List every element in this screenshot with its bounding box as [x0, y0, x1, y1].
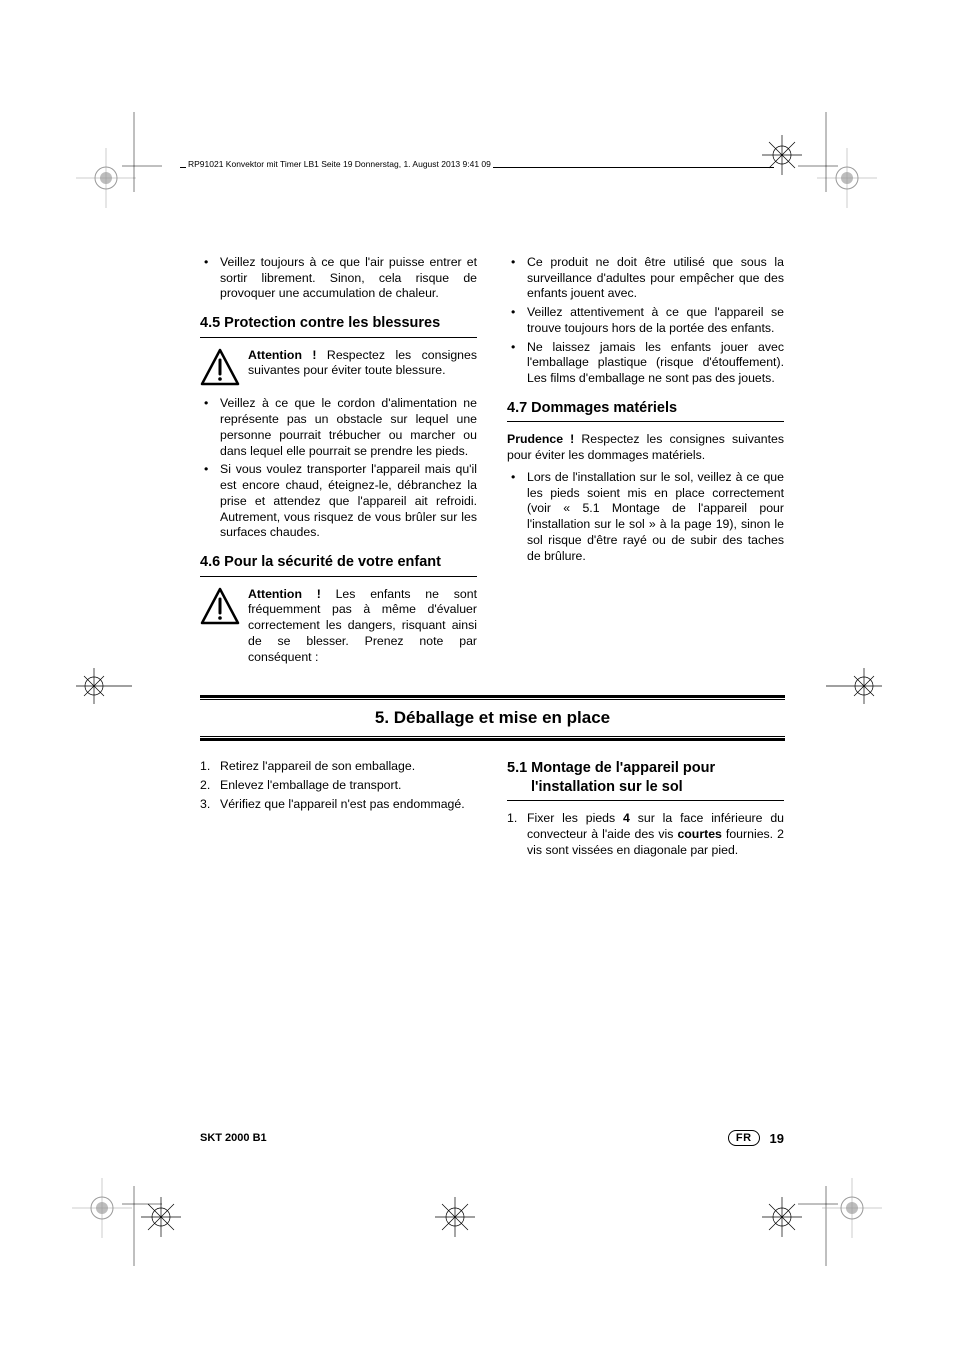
page-footer: SKT 2000 B1 FR 19: [200, 1130, 784, 1146]
heading-5-1: 5.1 Montage de l'appareil pour l'install…: [507, 759, 784, 796]
running-header: RP91021 Konvektor mit Timer LB1 Seite 19…: [180, 157, 774, 177]
crop-mark-icon: [798, 112, 838, 192]
left-column: Veillez toujours à ce que l'air puisse e…: [200, 255, 477, 671]
crop-mark-icon: [76, 666, 132, 706]
warning-text: Attention ! Respectez les consignes suiv…: [248, 348, 477, 379]
section-5-title: 5. Déballage et mise en place: [200, 708, 785, 728]
columns-section5: 1.Retirez l'appareil de son emballage. 2…: [200, 759, 785, 861]
columns-top: Veillez toujours à ce que l'air puisse e…: [200, 255, 785, 671]
page-number: 19: [770, 1131, 784, 1146]
crop-mark-icon: [826, 666, 882, 706]
crop-mark-icon: [122, 112, 162, 192]
list-item: 2.Enlevez l'emballage de transport.: [200, 778, 477, 794]
bullet-item: Veillez toujours à ce que l'air puisse e…: [200, 255, 477, 302]
crop-mark-icon: [430, 1192, 480, 1242]
running-header-text: RP91021 Konvektor mit Timer LB1 Seite 19…: [186, 159, 493, 169]
list-item: 1.Retirez l'appareil de son emballage.: [200, 759, 477, 775]
section-5-title-block: 5. Déballage et mise en place: [200, 695, 785, 741]
bullet-item: Ce produit ne doit être utilisé que sous…: [507, 255, 784, 302]
content-area: Veillez toujours à ce que l'air puisse e…: [200, 255, 785, 862]
warning-triangle-icon: [200, 348, 240, 391]
list-item: 1.Fixer les pieds 4 sur la face inférieu…: [507, 811, 784, 858]
heading-4-7: 4.7 Dommages matériels: [507, 399, 784, 418]
bullet-item: Veillez à ce que le cordon d'alimentatio…: [200, 396, 477, 459]
bullet-item: Lors de l'installation sur le sol, veill…: [507, 470, 784, 564]
list-item: 3.Vérifiez que l'appareil n'est pas endo…: [200, 797, 477, 813]
left-column-s5: 1.Retirez l'appareil de son emballage. 2…: [200, 759, 477, 861]
right-column-s5: 5.1 Montage de l'appareil pour l'install…: [507, 759, 784, 861]
bullet-item: Veillez attentivement à ce que l'apparei…: [507, 305, 784, 336]
language-badge: FR: [728, 1130, 760, 1146]
warning-block: Attention ! Respectez les consignes suiv…: [200, 348, 477, 391]
crop-mark-icon: [136, 1192, 186, 1242]
warning-block: Attention ! Les enfants ne sont fréquemm…: [200, 587, 477, 666]
footer-model: SKT 2000 B1: [200, 1132, 267, 1144]
paragraph: Prudence ! Respectez les consignes suiva…: [507, 432, 784, 463]
bullet-item: Si vous voulez transporter l'appareil ma…: [200, 462, 477, 541]
heading-4-6: 4.6 Pour la sécurité de votre enfant: [200, 553, 477, 572]
warning-triangle-icon: [200, 587, 240, 630]
heading-4-5: 4.5 Protection contre les blessures: [200, 314, 477, 333]
bullet-item: Ne laissez jamais les enfants jouer avec…: [507, 340, 784, 387]
crop-mark-icon: [822, 1178, 882, 1238]
right-column: Ce produit ne doit être utilisé que sous…: [507, 255, 784, 671]
page: RP91021 Konvektor mit Timer LB1 Seite 19…: [0, 0, 954, 1351]
warning-text: Attention ! Les enfants ne sont fréquemm…: [248, 587, 477, 666]
